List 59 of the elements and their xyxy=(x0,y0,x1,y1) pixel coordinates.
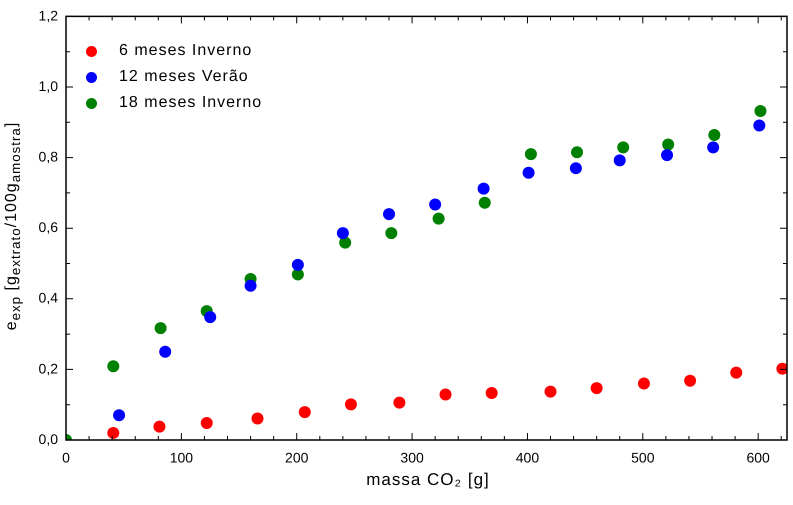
point xyxy=(486,387,498,400)
point xyxy=(478,182,490,195)
point xyxy=(617,141,630,154)
point xyxy=(522,166,535,179)
point xyxy=(544,386,557,398)
point xyxy=(429,198,442,211)
point xyxy=(570,162,582,174)
point xyxy=(730,366,742,379)
x-axis-title: massa CO₂ [g] xyxy=(365,470,491,490)
point xyxy=(590,382,603,394)
point xyxy=(244,280,257,292)
y-tick-label: 0,0 xyxy=(38,430,58,447)
point xyxy=(154,322,167,334)
point xyxy=(153,420,166,433)
point xyxy=(383,208,396,220)
y-tick-label: 1,2 xyxy=(38,7,58,24)
point xyxy=(292,258,304,271)
point xyxy=(662,138,674,151)
point xyxy=(661,149,674,162)
point xyxy=(393,396,406,409)
point xyxy=(344,398,357,410)
point xyxy=(440,388,452,400)
point xyxy=(298,406,311,418)
y-tick-label: 0,8 xyxy=(38,148,58,164)
x-tick-label: 400 xyxy=(516,449,540,466)
legend-label: 6 meses Inverno xyxy=(119,42,252,60)
y-tick-label: 0,4 xyxy=(38,290,58,306)
y-tick-label: 0,6 xyxy=(38,219,58,236)
point xyxy=(432,212,445,225)
point xyxy=(113,409,126,422)
x-tick-label: 0 xyxy=(62,449,70,466)
point xyxy=(159,346,172,358)
point xyxy=(385,227,398,240)
y-tick-label: 0,2 xyxy=(38,360,58,376)
point xyxy=(776,362,787,375)
x-tick-label: 600 xyxy=(746,449,770,466)
point xyxy=(707,141,720,154)
point xyxy=(571,146,584,158)
point xyxy=(204,311,216,324)
x-tick-label: 200 xyxy=(285,449,309,466)
point xyxy=(252,412,264,424)
x-tick-label: 500 xyxy=(631,449,655,466)
point xyxy=(200,417,213,430)
point xyxy=(107,360,120,372)
point xyxy=(753,119,766,132)
point xyxy=(684,374,696,387)
point xyxy=(336,227,349,240)
legend-label: 18 meses Inverno xyxy=(119,94,262,112)
point xyxy=(478,196,491,209)
legend-label: 12 meses Verão xyxy=(119,68,249,86)
y-tick-label: 1,0 xyxy=(38,78,58,94)
point xyxy=(754,105,766,118)
point xyxy=(638,378,650,390)
x-tick-label: 300 xyxy=(400,449,424,466)
point xyxy=(524,148,537,160)
point xyxy=(614,154,626,166)
x-tick-label: 100 xyxy=(170,449,194,466)
point xyxy=(708,129,720,142)
point xyxy=(107,426,120,439)
